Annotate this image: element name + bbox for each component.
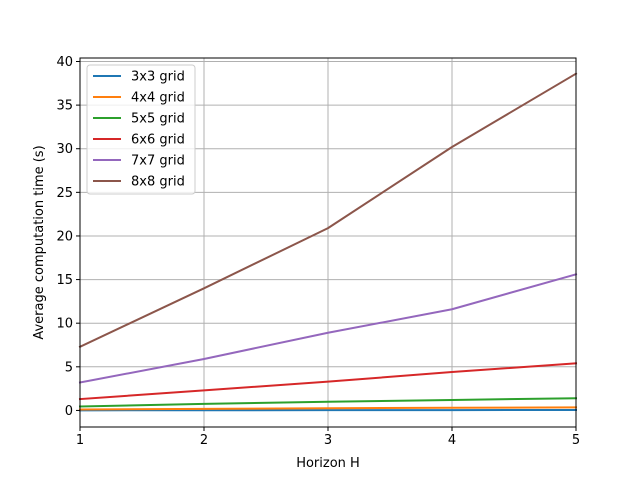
legend: 3x3 grid 4x4 grid 5x5 grid 6x6 grid 7x7 grid… (86, 64, 196, 195)
x-tick-label: 1 (76, 433, 84, 448)
series-line-5x5-grid (78, 397, 578, 408)
legend-label: 7x7 grid (131, 154, 185, 169)
y-tick-label: 30 (56, 142, 73, 157)
series-line-6x6-grid (78, 362, 578, 401)
y-tick-label: 35 (56, 99, 73, 114)
y-tick-label: 20 (56, 229, 73, 244)
series-line-4x4-grid (78, 406, 578, 411)
legend-label: 3x3 grid (131, 70, 185, 85)
y-tick-label: 0 (65, 404, 73, 419)
x-tick-label: 4 (448, 433, 456, 448)
x-tick-label: 2 (200, 433, 208, 448)
legend-label: 5x5 grid (131, 112, 185, 127)
series-line-8x8-grid (78, 72, 578, 349)
grid-lines (79, 58, 577, 427)
y-tick-label: 40 (56, 55, 73, 70)
y-axis-label: Average computation time (s) (32, 145, 47, 339)
series-lines (78, 72, 578, 412)
y-tick-label: 25 (56, 186, 73, 201)
y-tick-label: 10 (56, 317, 73, 332)
legend-entries: 3x3 grid 4x4 grid 5x5 grid 6x6 grid 7x7 grid… (93, 70, 185, 190)
x-tick-label: 3 (324, 433, 332, 448)
x-tick-label: 5 (572, 433, 580, 448)
y-tick-label: 15 (56, 273, 73, 288)
series-line-7x7-grid (78, 273, 578, 384)
x-axis-label: Horizon H (296, 456, 360, 471)
y-tick-label: 5 (65, 360, 73, 375)
x-axis-ticks: 1 2 3 4 5 (76, 427, 580, 448)
legend-label: 6x6 grid (131, 133, 185, 148)
y-axis-ticks: 0 5 10 15 20 25 30 35 40 (56, 55, 80, 419)
legend-label: 4x4 grid (131, 91, 185, 106)
legend-label: 8x8 grid (131, 175, 185, 190)
